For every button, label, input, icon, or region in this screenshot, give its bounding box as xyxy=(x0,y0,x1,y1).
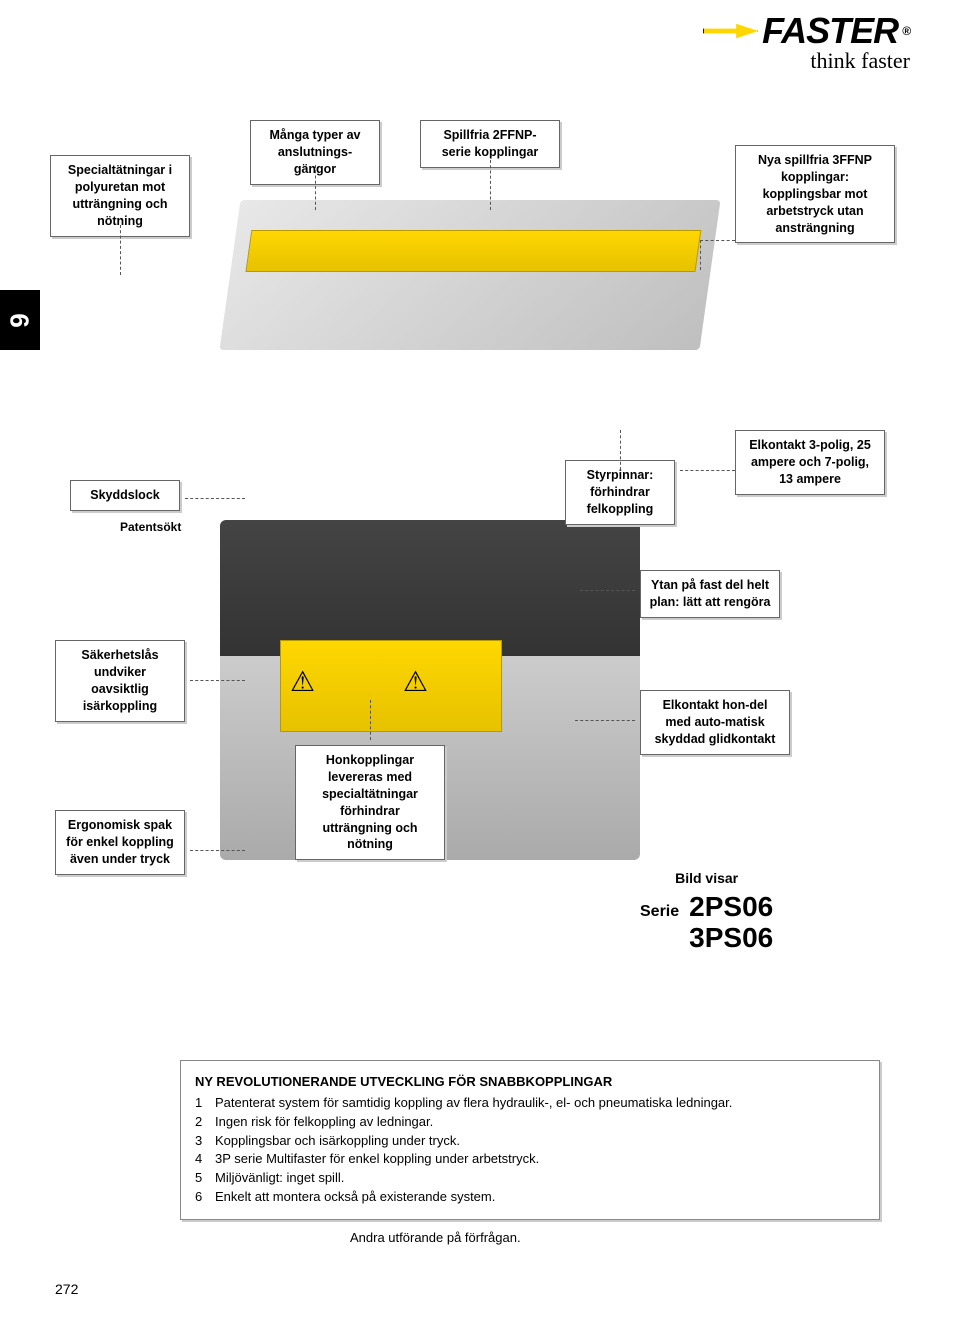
section-tab: 9 xyxy=(0,290,40,350)
leader-line xyxy=(580,590,635,591)
leader-line xyxy=(185,498,245,499)
product-image-top xyxy=(219,200,720,350)
callout-safety-lock: Säkerhetslås undviker oavsiktlig isärkop… xyxy=(55,640,185,722)
leader-line xyxy=(120,225,121,275)
callout-female-couplings: Honkopplingar levereras med specialtätni… xyxy=(295,745,445,860)
info-item: Ingen risk för felkoppling av ledningar. xyxy=(195,1113,865,1132)
info-box: NY REVOLUTIONERANDE UTVECKLING FÖR SNABB… xyxy=(180,1060,880,1220)
leader-line xyxy=(190,850,245,851)
info-item: Miljövänligt: inget spill. xyxy=(195,1169,865,1188)
info-item: Enkelt att montera också på existerande … xyxy=(195,1188,865,1207)
leader-line xyxy=(315,165,316,210)
leader-line xyxy=(700,240,735,241)
page-number: 272 xyxy=(55,1281,78,1297)
footer-note: Andra utförande på förfrågan. xyxy=(350,1230,521,1245)
callout-ergonomic-lever: Ergonomisk spak för enkel koppling även … xyxy=(55,810,185,875)
series-code-2: 3PS06 xyxy=(689,923,773,954)
leader-line xyxy=(700,240,701,270)
callout-protective-cover: Skyddslock xyxy=(70,480,180,511)
callout-elcontact-female: Elkontakt hon-del med auto-matisk skydda… xyxy=(640,690,790,755)
logo-brand-text: FASTER xyxy=(762,10,898,52)
leader-line xyxy=(370,700,371,740)
patent-label: Patentsökt xyxy=(120,520,181,534)
section-number: 9 xyxy=(5,313,36,327)
leader-line xyxy=(490,160,491,210)
leader-line xyxy=(190,680,245,681)
callout-3ffnp: Nya spillfria 3FFNP kopplingar: koppling… xyxy=(735,145,895,243)
info-item: Kopplingsbar och isärkoppling under tryc… xyxy=(195,1132,865,1151)
info-box-list: Patenterat system för samtidig koppling … xyxy=(195,1094,865,1207)
leader-line xyxy=(575,720,635,721)
info-item: 3P serie Multifaster för enkel koppling … xyxy=(195,1150,865,1169)
info-box-title: NY REVOLUTIONERANDE UTVECKLING FÖR SNABB… xyxy=(195,1073,865,1092)
series-code-1: 2PS06 xyxy=(689,892,773,923)
brand-logo: FASTER® think faster xyxy=(703,10,910,74)
series-block: Bild visar Serie 2PS06 3PS06 xyxy=(640,870,773,954)
info-item: Patenterat system för samtidig koppling … xyxy=(195,1094,865,1113)
series-caption: Bild visar xyxy=(640,870,773,886)
callout-elcontact-spec: Elkontakt 3-polig, 25 ampere och 7-polig… xyxy=(735,430,885,495)
leader-line xyxy=(620,430,621,470)
logo-arrow-icon xyxy=(703,19,758,43)
leader-line xyxy=(680,470,735,471)
series-label: Serie xyxy=(640,903,679,921)
callout-flat-surface: Ytan på fast del helt plan: lätt att ren… xyxy=(640,570,780,618)
